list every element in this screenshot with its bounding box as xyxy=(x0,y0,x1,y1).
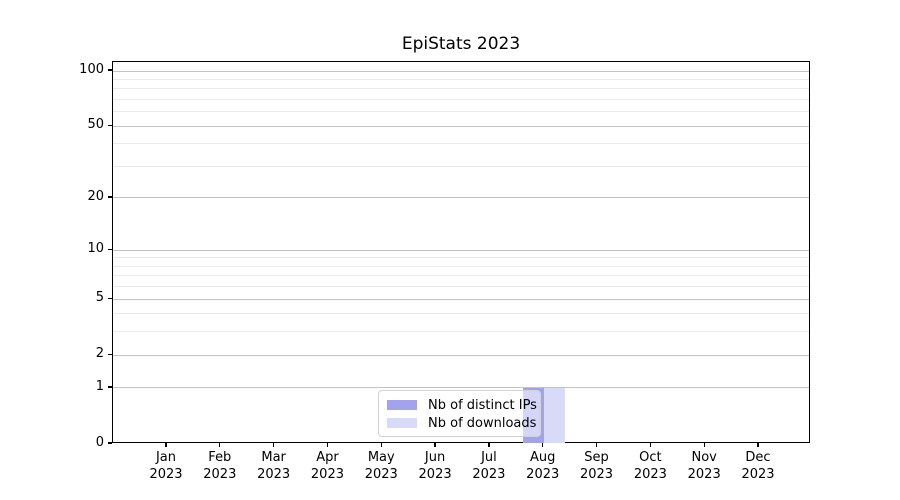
y-gridline-major xyxy=(113,249,809,251)
x-tick-label: Aug 2023 xyxy=(526,450,560,482)
y-tick-label: 1 xyxy=(95,378,104,394)
y-gridline-major xyxy=(113,298,809,300)
x-axis-tick xyxy=(165,443,167,447)
y-tick-label: 20 xyxy=(87,188,104,204)
y-gridline-minor xyxy=(113,257,809,259)
x-axis-tick xyxy=(488,443,490,447)
y-gridline-minor xyxy=(113,111,809,113)
plot-area xyxy=(112,61,810,443)
legend-item-downloads: Nb of downloads xyxy=(387,414,536,432)
y-gridline-major xyxy=(113,197,809,199)
x-tick-label: Jun 2023 xyxy=(418,450,452,482)
y-gridline-minor xyxy=(113,313,809,315)
x-tick-label: Oct 2023 xyxy=(633,450,667,482)
y-tick-label: 2 xyxy=(95,346,104,362)
y-axis-tick xyxy=(107,69,112,71)
x-tick-label: Dec 2023 xyxy=(741,450,775,482)
y-gridline-major xyxy=(113,354,809,356)
legend-label-downloads: Nb of downloads xyxy=(428,415,537,431)
y-tick-label: 5 xyxy=(95,290,104,306)
x-axis-tick xyxy=(542,443,544,447)
y-tick-label: 10 xyxy=(87,241,104,257)
x-axis-tick xyxy=(649,443,651,447)
x-axis-tick xyxy=(380,443,382,447)
x-tick-label: Apr 2023 xyxy=(310,450,344,482)
x-tick-label: Jan 2023 xyxy=(149,450,183,482)
y-gridline-major xyxy=(113,70,809,72)
chart-title: EpiStats 2023 xyxy=(401,34,521,54)
legend-label-distinct-ips: Nb of distinct IPs xyxy=(428,397,537,413)
x-tick-label: Mar 2023 xyxy=(257,450,291,482)
x-tick-label: Feb 2023 xyxy=(203,450,237,482)
y-gridline-minor xyxy=(113,99,809,101)
legend: Nb of distinct IPs Nb of downloads xyxy=(378,390,541,437)
y-tick-label: 0 xyxy=(95,435,104,450)
y-axis-tick xyxy=(107,386,112,388)
x-axis-tick xyxy=(272,443,275,447)
y-gridline-major xyxy=(113,387,809,389)
y-tick-label: 50 xyxy=(87,117,104,133)
y-gridline-minor xyxy=(113,88,809,90)
x-axis-tick xyxy=(703,443,705,447)
x-axis-tick xyxy=(434,443,436,447)
x-axis-tick xyxy=(326,443,329,447)
bar-downloads xyxy=(543,387,565,443)
x-axis-tick xyxy=(595,443,598,447)
x-axis-tick xyxy=(757,443,759,447)
x-tick-label: Sep 2023 xyxy=(579,450,614,482)
x-tick-label: Jul 2023 xyxy=(472,450,506,482)
legend-item-distinct-ips: Nb of distinct IPs xyxy=(387,396,537,414)
y-axis-tick xyxy=(107,248,112,250)
y-axis-tick xyxy=(107,196,112,198)
y-tick-label: 100 xyxy=(79,62,104,78)
y-gridline-minor xyxy=(113,166,809,167)
y-gridline-major xyxy=(113,125,809,127)
y-gridline-minor xyxy=(113,265,809,267)
x-axis-tick xyxy=(219,443,221,447)
y-axis-tick xyxy=(107,124,112,126)
x-tick-label: Nov 2023 xyxy=(687,450,721,482)
y-gridline-minor xyxy=(113,331,809,333)
y-gridline-minor xyxy=(113,275,809,277)
y-gridline-minor xyxy=(113,78,809,80)
x-tick-label: May 2023 xyxy=(364,450,398,482)
y-axis-tick xyxy=(107,442,112,444)
y-axis-tick xyxy=(107,297,112,299)
y-axis-tick xyxy=(107,353,112,355)
legend-swatch-distinct-ips xyxy=(387,400,417,410)
y-gridline-minor xyxy=(113,286,809,288)
legend-swatch-downloads xyxy=(387,418,417,428)
y-gridline-minor xyxy=(113,143,809,145)
